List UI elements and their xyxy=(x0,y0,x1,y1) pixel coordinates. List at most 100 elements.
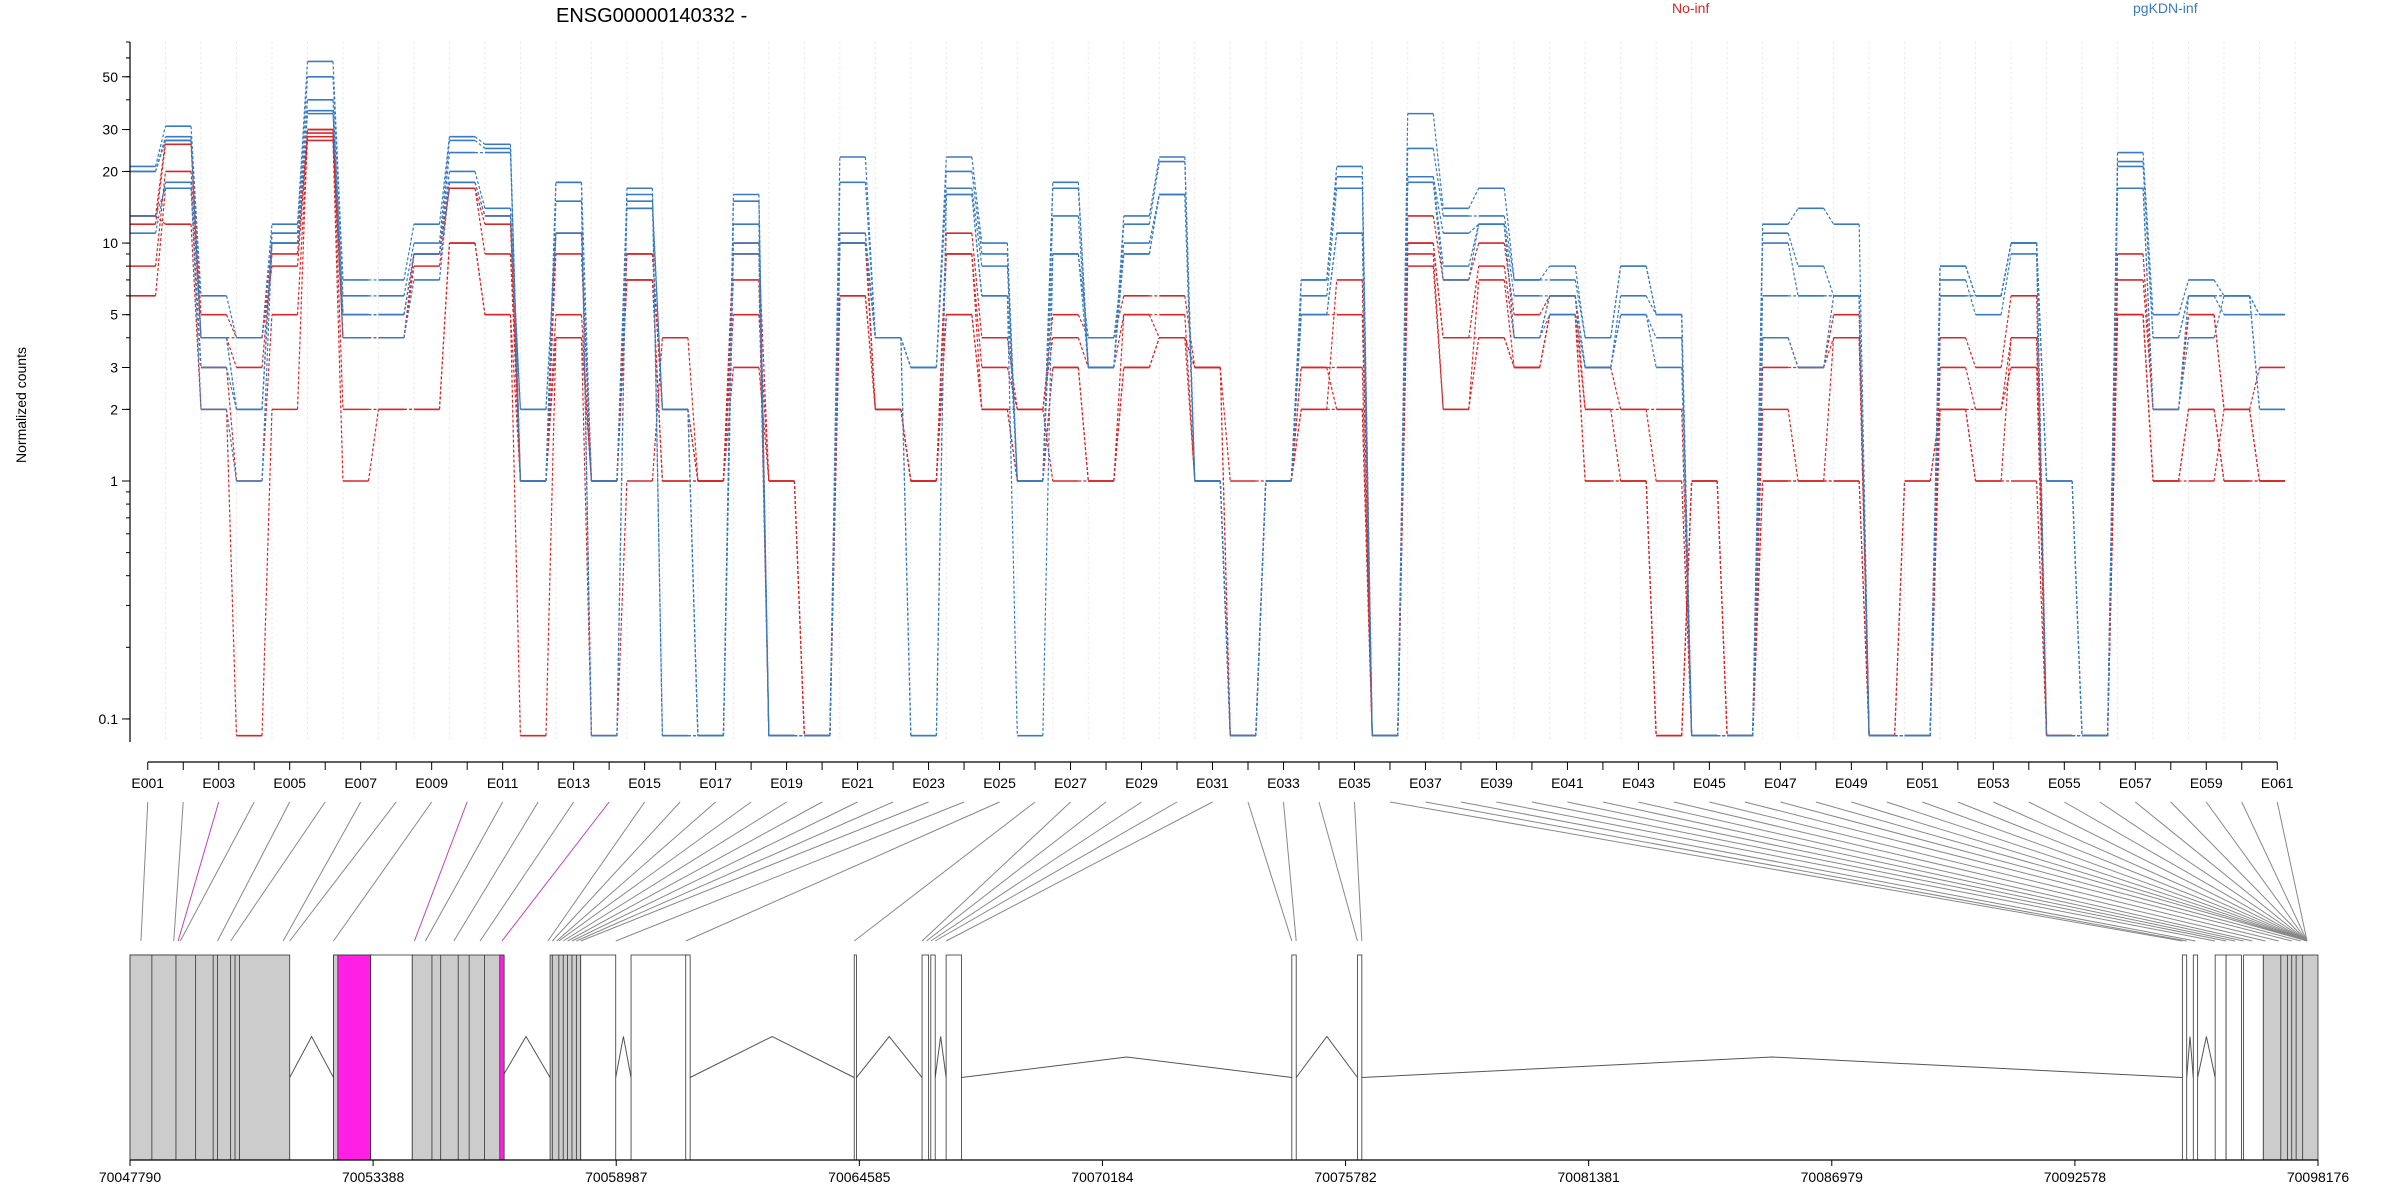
series-riser xyxy=(190,126,202,296)
exon-connector xyxy=(576,801,894,942)
exon-connector xyxy=(1815,801,2308,942)
series-riser xyxy=(154,182,167,234)
series-riser xyxy=(829,243,841,736)
series-riser xyxy=(2000,295,2012,368)
series-riser xyxy=(1574,314,1586,482)
series-riser xyxy=(474,136,486,145)
exon-block xyxy=(411,954,503,1161)
chart-title: ENSG00000140332 - xyxy=(556,5,747,27)
coord-tick-label: 70058987 xyxy=(585,1169,648,1185)
series-riser xyxy=(971,314,983,410)
series-riser xyxy=(2036,253,2048,736)
series-line xyxy=(130,128,2286,737)
exon-connector xyxy=(945,801,1213,942)
series-riser xyxy=(2000,367,2012,410)
series-riser xyxy=(616,208,628,482)
series-riser xyxy=(687,409,699,482)
exon-block xyxy=(580,954,617,1161)
series-riser xyxy=(1148,194,1160,255)
series-riser xyxy=(1503,242,1515,315)
exon-connector xyxy=(1318,801,1358,942)
series-riser xyxy=(1539,295,1551,338)
series-riser xyxy=(1858,224,1870,736)
exon-connector xyxy=(1247,801,1293,942)
series-riser xyxy=(190,224,202,410)
x-tick-label: E059 xyxy=(2190,775,2223,791)
series-riser xyxy=(935,253,947,482)
series-riser xyxy=(2107,314,2119,736)
exon-block xyxy=(2243,954,2264,1161)
series-riser xyxy=(190,140,202,338)
series-riser xyxy=(1432,113,1444,209)
series-riser xyxy=(1574,314,1586,368)
series-riser xyxy=(1290,367,1302,482)
x-tick-label: E003 xyxy=(202,775,235,791)
legend-no-inf: No-inf xyxy=(1672,0,1709,16)
x-tick-label: E001 xyxy=(131,775,164,791)
series-riser xyxy=(1148,337,1160,368)
series-riser xyxy=(296,61,309,225)
coord-tick-label: 70070184 xyxy=(1071,1169,1134,1185)
exon-connector xyxy=(2241,801,2308,942)
exon-block xyxy=(930,954,936,1161)
y-tick-label: 2 xyxy=(110,401,118,417)
series-riser xyxy=(332,129,344,410)
series-line xyxy=(130,128,2286,737)
series-riser xyxy=(1823,207,1835,225)
series-riser xyxy=(225,367,238,482)
exon-connector xyxy=(413,801,468,942)
exon-block xyxy=(370,954,413,1161)
series-riser xyxy=(1042,253,1054,736)
series-riser xyxy=(2142,188,2154,410)
series-riser xyxy=(1610,367,1622,410)
series-riser xyxy=(2142,166,2154,338)
series-riser xyxy=(1645,266,1657,315)
series-riser xyxy=(509,253,522,482)
series-riser xyxy=(1503,215,1515,281)
series-riser xyxy=(900,409,912,482)
series-riser xyxy=(864,182,876,338)
series-riser xyxy=(1823,337,1835,482)
series-riser xyxy=(1752,337,1764,736)
series-riser xyxy=(261,409,273,736)
series-riser xyxy=(1645,314,1657,338)
exon-connector xyxy=(558,801,752,942)
x-tick-label: E023 xyxy=(912,775,945,791)
exon-connector xyxy=(230,801,326,942)
exon-block xyxy=(2192,954,2199,1161)
series-riser xyxy=(1503,224,1515,338)
exon-connector xyxy=(556,801,716,942)
series-riser xyxy=(225,295,238,338)
series-riser xyxy=(1042,367,1054,482)
series-riser xyxy=(1929,409,1941,482)
series-riser xyxy=(1432,148,1444,217)
series-riser xyxy=(580,233,592,482)
series-riser xyxy=(1326,176,1338,280)
series-riser xyxy=(580,201,592,736)
series-riser xyxy=(296,110,309,244)
exon-connector xyxy=(685,801,1000,942)
series-riser xyxy=(154,188,167,296)
exon-block xyxy=(921,954,930,1161)
series-riser xyxy=(1645,409,1657,482)
series-riser xyxy=(1468,279,1480,410)
intron-line xyxy=(934,1036,947,1078)
exon-connector xyxy=(1602,801,2244,942)
series-riser xyxy=(403,253,415,338)
series-riser xyxy=(1006,295,1018,736)
series-riser xyxy=(1361,233,1373,736)
x-tick-label: E019 xyxy=(770,775,803,791)
series-riser xyxy=(687,409,699,736)
series-riser xyxy=(2213,279,2225,297)
series-riser xyxy=(2000,242,2012,296)
series-riser xyxy=(2178,279,2190,315)
series-riser xyxy=(1326,233,1338,315)
series-riser xyxy=(1326,188,1338,296)
intron-line xyxy=(2197,1036,2216,1078)
series-riser xyxy=(1787,409,1799,482)
exon-block xyxy=(2214,954,2227,1161)
coord-tick-label: 70053388 xyxy=(342,1169,405,1185)
series-riser xyxy=(651,279,663,482)
x-tick-label: E005 xyxy=(273,775,306,791)
series-riser xyxy=(616,480,628,736)
